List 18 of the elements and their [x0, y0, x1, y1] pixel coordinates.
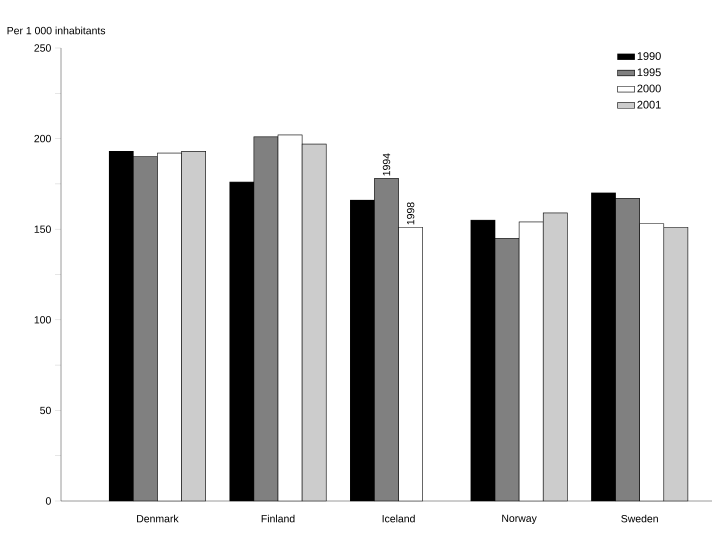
x-tick-label: Iceland — [382, 514, 415, 522]
legend-label: 2000 — [637, 84, 661, 92]
legend-label: 1990 — [638, 52, 661, 60]
y-tick-label: 100 — [34, 316, 51, 324]
legend-label: 2001 — [637, 100, 661, 109]
annotation: 1994 — [382, 153, 390, 176]
y-tick-label: 0 — [46, 497, 51, 505]
y-tick-label: 250 — [34, 44, 51, 52]
x-tick-label: Norway — [502, 514, 537, 524]
y-tick-label: 50 — [40, 406, 51, 414]
legend-label: 1995 — [638, 68, 661, 76]
x-tick-label: Sweden — [621, 514, 658, 522]
y-tick-label: 150 — [34, 226, 51, 233]
x-tick-label: Finland — [262, 514, 294, 522]
y-axis-title: Per 1 000 inhabitants — [8, 26, 106, 34]
x-tick-label: Denmark — [137, 514, 179, 522]
y-tick-label: 200 — [34, 134, 51, 142]
annotation: 1998 — [406, 202, 414, 224]
